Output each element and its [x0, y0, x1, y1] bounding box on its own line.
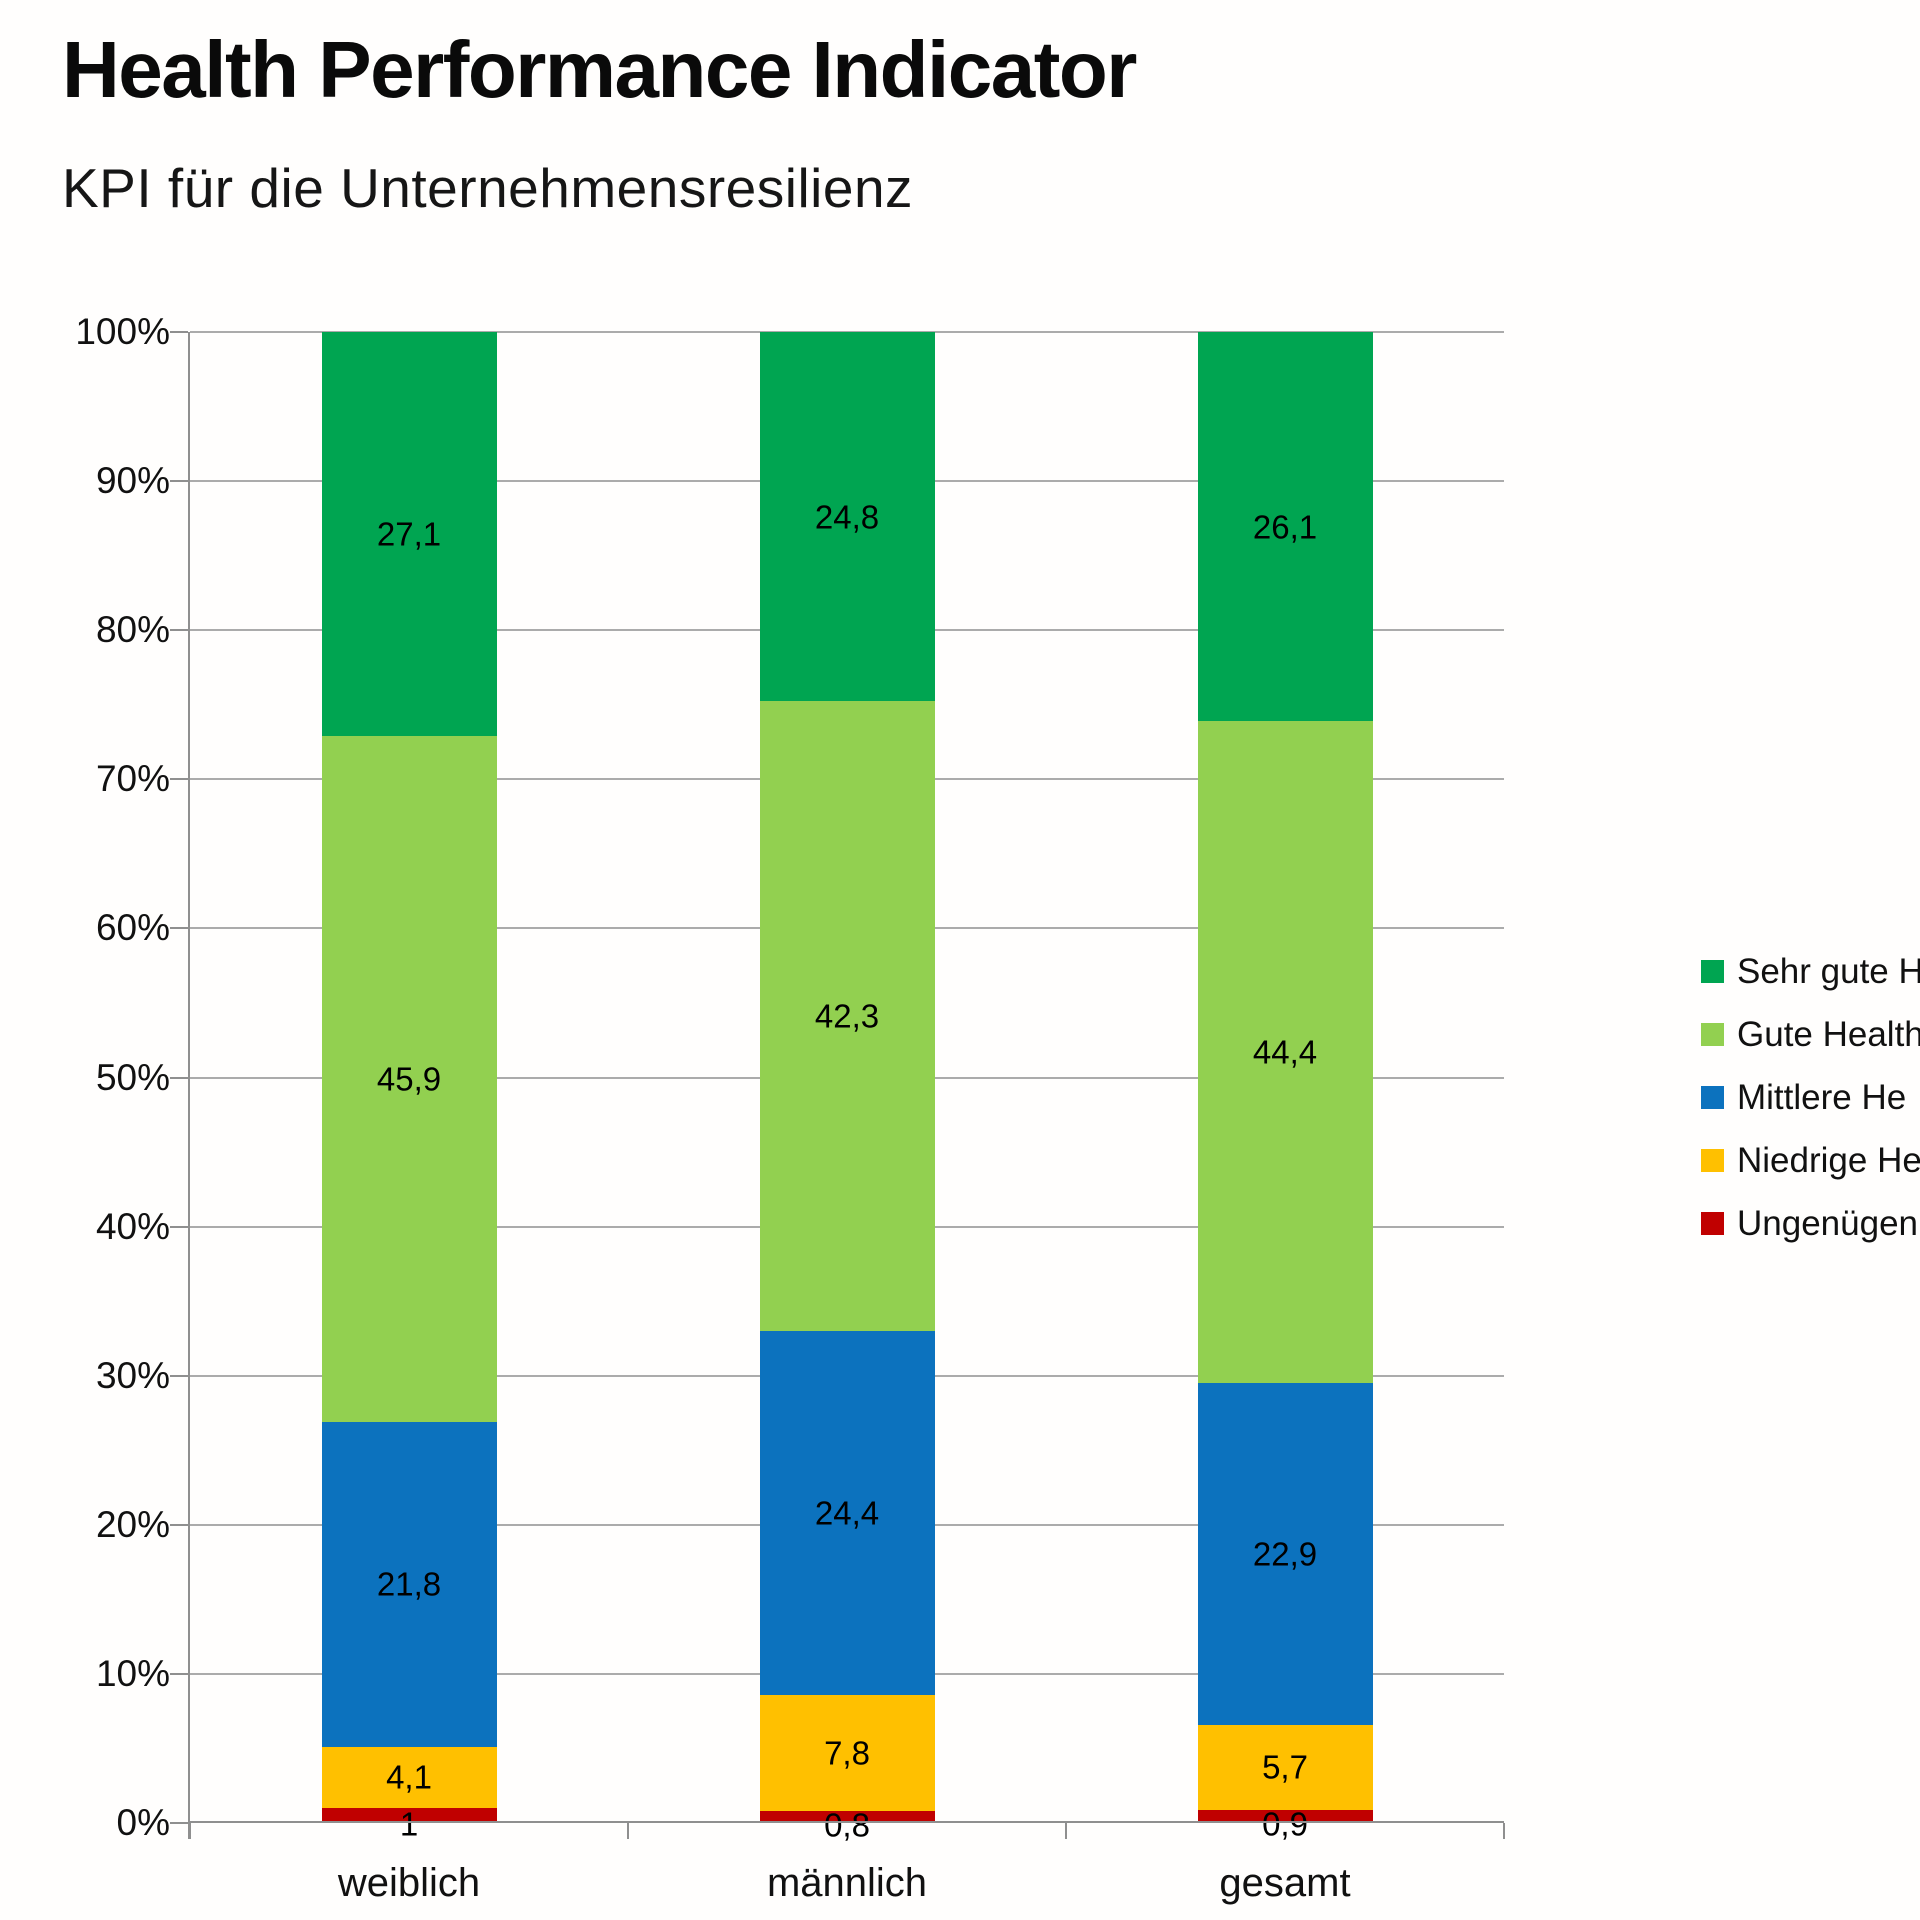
y-tick-label: 60% [95, 907, 170, 949]
y-tick-label: 70% [95, 758, 170, 800]
bar-segment-label: 24,4 [814, 1494, 880, 1532]
bar-segment [1197, 1724, 1373, 1810]
bar-segment-label: 24,8 [814, 498, 880, 536]
legend-swatch [1701, 1149, 1724, 1172]
bar-segment-label: 4,1 [386, 1758, 432, 1796]
y-tick-label: 20% [95, 1503, 170, 1545]
bar-segment [759, 701, 935, 1332]
bar-segment-label: 1 [399, 1805, 419, 1843]
legend-item: Ungenügen [1701, 1192, 1920, 1255]
y-tick-label: 80% [95, 609, 170, 651]
y-tick-label: 90% [95, 460, 170, 502]
legend-label: Mittlere He [1737, 1077, 1907, 1117]
x-tick [627, 1823, 629, 1839]
y-tick [170, 1672, 188, 1675]
plot-area: 1 4,1 21,8 45,9 27,1 0,8 7,8 24,4 42,3 24,8 0,9 5,7… [190, 331, 1504, 1842]
chart-subtitle: KPI für die Unternehmensresilienz [62, 157, 914, 219]
y-tick [170, 331, 188, 333]
y-tick [170, 1374, 188, 1377]
y-tick-label: 100% [75, 311, 170, 352]
y-tick [170, 1523, 188, 1526]
legend-swatch [1701, 1023, 1724, 1046]
legend-label: Sehr gute H [1737, 951, 1920, 991]
legend-swatch [1701, 1212, 1724, 1235]
y-tick [170, 480, 188, 483]
bar-segment [321, 1746, 497, 1809]
bar-segment-label: 21,8 [376, 1565, 442, 1603]
x-tick [189, 1823, 191, 1839]
bar-segment [321, 1421, 497, 1747]
bar-segment [321, 332, 497, 737]
x-axis-line [190, 1821, 1504, 1823]
chart-title: Health Performance Indicator [62, 25, 1137, 114]
legend-item: Mittlere He [1701, 1066, 1920, 1129]
bar-segment [1197, 721, 1373, 1384]
bar-segment [1197, 1383, 1373, 1725]
y-tick [170, 629, 188, 632]
bar-segment [1197, 1809, 1373, 1823]
bar-segment-label: 42,3 [814, 997, 880, 1035]
bar-segment [759, 332, 935, 702]
x-tick [1065, 1823, 1067, 1839]
y-tick [170, 1225, 188, 1228]
x-axis-label: weiblich [337, 1861, 481, 1905]
bar-segment-label: 26,1 [1252, 508, 1318, 546]
bar-segment [321, 736, 497, 1422]
x-tick [1503, 1823, 1505, 1839]
bar-segment-label: 22,9 [1252, 1535, 1318, 1573]
legend-item: Niedrige He [1701, 1129, 1920, 1192]
bar-segment-label: 5,7 [1262, 1748, 1308, 1786]
bar-segment-label: 0,8 [824, 1806, 870, 1844]
y-tick [170, 1822, 188, 1824]
gridline [190, 331, 1504, 333]
y-tick-label: 50% [95, 1056, 170, 1098]
y-tick [170, 927, 188, 930]
y-tick-label: 0% [116, 1802, 170, 1843]
x-axis-label: gesamt [1219, 1861, 1351, 1905]
bar-segment [1197, 332, 1373, 722]
y-axis-line [188, 332, 190, 1839]
y-tick-label: 30% [95, 1354, 170, 1396]
legend-swatch [1701, 960, 1724, 983]
legend-item: Gute Health [1701, 1003, 1920, 1066]
legend-label: Gute Health [1737, 1014, 1920, 1054]
bar-segment-label: 27,1 [376, 515, 442, 553]
bar-segment [759, 1331, 935, 1695]
bar-segment [759, 1694, 935, 1812]
legend-swatch [1701, 1086, 1724, 1109]
legend-item: Sehr gute H [1701, 940, 1920, 1003]
bar-segment-label: 7,8 [824, 1734, 870, 1772]
bar-segment-label: 45,9 [376, 1060, 442, 1098]
bar-segment [759, 1811, 935, 1823]
y-tick [170, 1076, 188, 1079]
y-tick [170, 778, 188, 781]
y-tick-label: 10% [95, 1652, 170, 1694]
bar-segment-label: 44,4 [1252, 1033, 1318, 1071]
legend-label: Niedrige He [1737, 1140, 1920, 1180]
x-axis-label: männlich [766, 1861, 928, 1905]
legend-label: Ungenügen [1737, 1203, 1918, 1243]
legend: Sehr gute H Gute Health Mittlere He Niedrig… [1701, 940, 1920, 1255]
bar-segment-label: 0,9 [1262, 1805, 1308, 1843]
y-tick-label: 40% [95, 1205, 170, 1247]
bar-segment [321, 1808, 497, 1823]
